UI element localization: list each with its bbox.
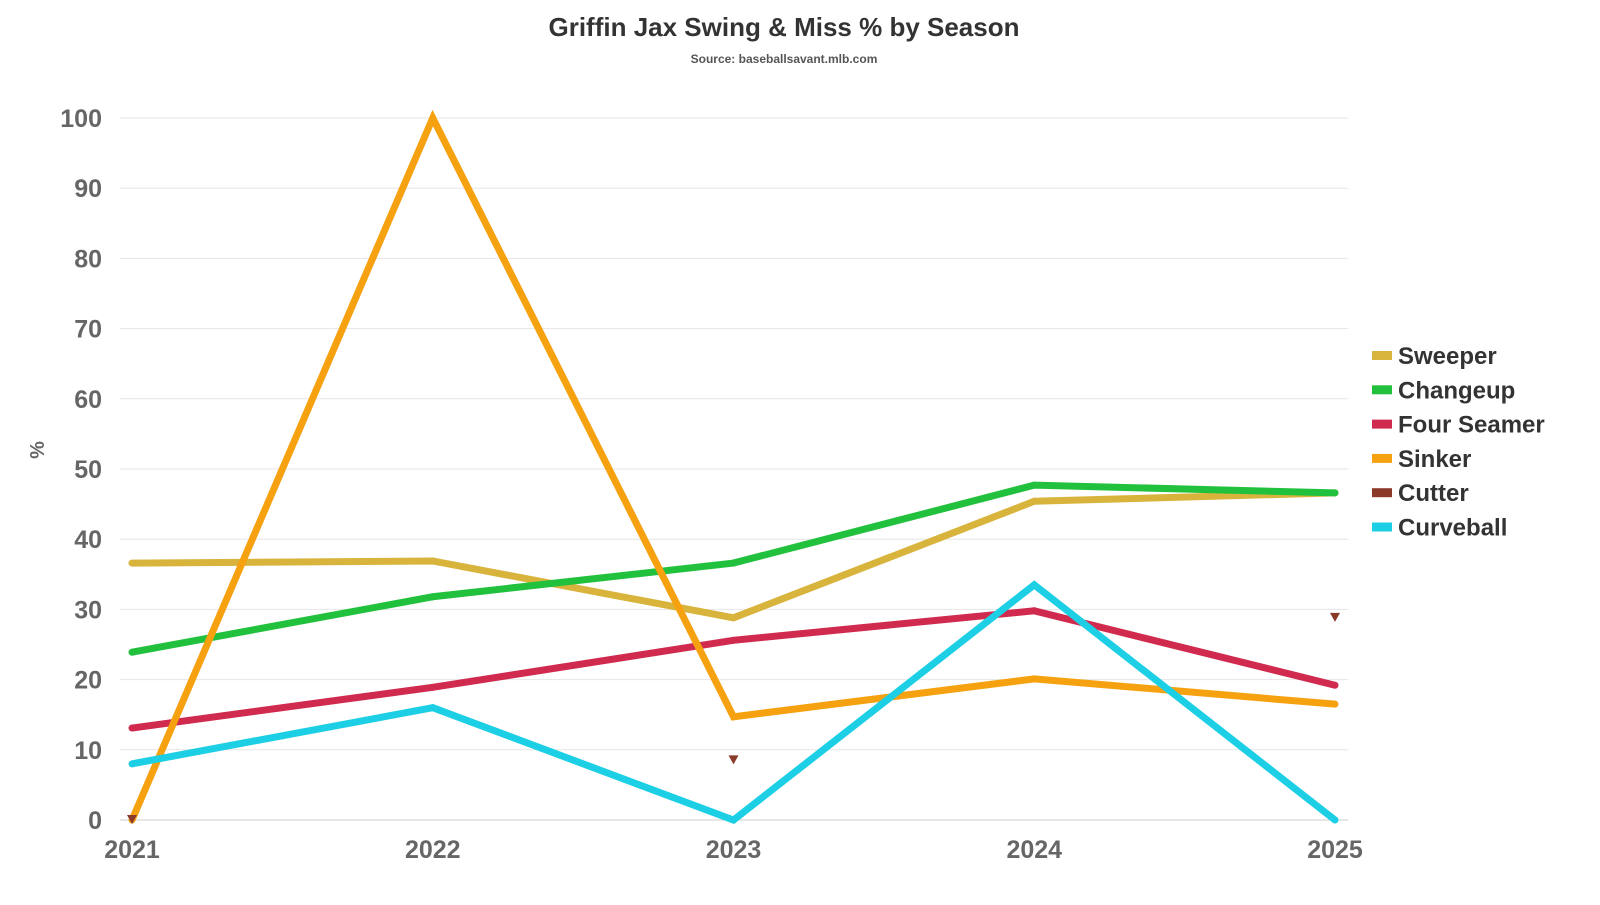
y-tick-label: 40 — [74, 526, 102, 554]
legend-swatch — [1372, 419, 1392, 429]
series-line — [131, 481, 1336, 656]
data-point — [730, 636, 737, 644]
y-tick-label: 80 — [74, 245, 102, 273]
legend-label: Curveball — [1398, 515, 1507, 542]
data-point — [128, 724, 136, 732]
data-point — [1331, 681, 1339, 689]
legend-label: Changeup — [1398, 377, 1515, 404]
data-point — [429, 557, 437, 565]
series-line — [131, 489, 1336, 622]
data-point — [730, 614, 737, 622]
data-point — [1030, 607, 1038, 615]
y-tick-label: 10 — [74, 737, 102, 765]
data-point — [1331, 489, 1339, 497]
data-point — [1030, 581, 1038, 589]
data-point — [1030, 497, 1038, 505]
legend-item[interactable]: Cutter — [1372, 480, 1469, 507]
x-tick-label: 2023 — [706, 836, 762, 864]
y-tick-label: 0 — [88, 807, 102, 835]
legend-swatch — [1372, 351, 1392, 360]
y-tick-label: 20 — [74, 667, 102, 695]
series-sweeper — [128, 489, 1339, 622]
data-point — [429, 593, 437, 601]
data-point-marker — [728, 755, 739, 765]
legend-item[interactable]: Sinker — [1372, 446, 1471, 473]
data-point — [128, 648, 136, 656]
x-tick-label: 2025 — [1307, 836, 1363, 864]
data-point — [1030, 481, 1038, 489]
chart-title: Griffin Jax Swing & Miss % by Season — [548, 12, 1019, 42]
legend-swatch — [1372, 488, 1392, 498]
legend-label: Sweeper — [1398, 343, 1497, 370]
legend-swatch — [1372, 522, 1392, 532]
legend-item[interactable]: Four Seamer — [1372, 412, 1545, 439]
x-tick-label: 2021 — [104, 836, 160, 864]
legend-item[interactable]: Curveball — [1372, 515, 1507, 542]
legend-item[interactable]: Sweeper — [1372, 343, 1497, 370]
series-cutter — [127, 612, 1340, 824]
y-tick-label: 70 — [74, 316, 102, 344]
data-point — [730, 816, 737, 824]
data-point — [429, 114, 437, 122]
data-point-marker — [1330, 612, 1340, 622]
data-point — [429, 683, 437, 691]
data-point — [128, 559, 136, 567]
legend-label: Four Seamer — [1398, 412, 1545, 439]
data-point — [128, 760, 136, 768]
y-tick-label: 60 — [74, 386, 102, 414]
data-point — [1331, 816, 1339, 824]
data-point — [429, 704, 437, 712]
data-point — [1331, 700, 1339, 708]
y-tick-label: 30 — [74, 596, 102, 624]
legend-label: Cutter — [1398, 480, 1469, 507]
y-tick-label: 100 — [60, 105, 102, 133]
data-point — [730, 713, 737, 721]
legend-swatch — [1372, 453, 1392, 463]
data-point — [730, 559, 737, 567]
legend-swatch — [1372, 385, 1392, 395]
y-tick-label: 50 — [74, 456, 102, 484]
x-tick-label: 2024 — [1006, 836, 1062, 864]
legend-label: Sinker — [1398, 446, 1471, 473]
y-axis-label: % — [27, 441, 49, 459]
chart-subtitle: Source: baseballsavant.mlb.com — [691, 52, 878, 66]
data-point — [1030, 675, 1038, 683]
data-point-marker — [127, 815, 137, 824]
series-changeup — [128, 481, 1339, 656]
y-tick-label: 90 — [74, 175, 102, 203]
series-four-seamer — [128, 607, 1339, 732]
x-tick-label: 2022 — [405, 836, 461, 864]
legend-item[interactable]: Changeup — [1372, 377, 1515, 404]
series-curveball — [128, 580, 1339, 824]
